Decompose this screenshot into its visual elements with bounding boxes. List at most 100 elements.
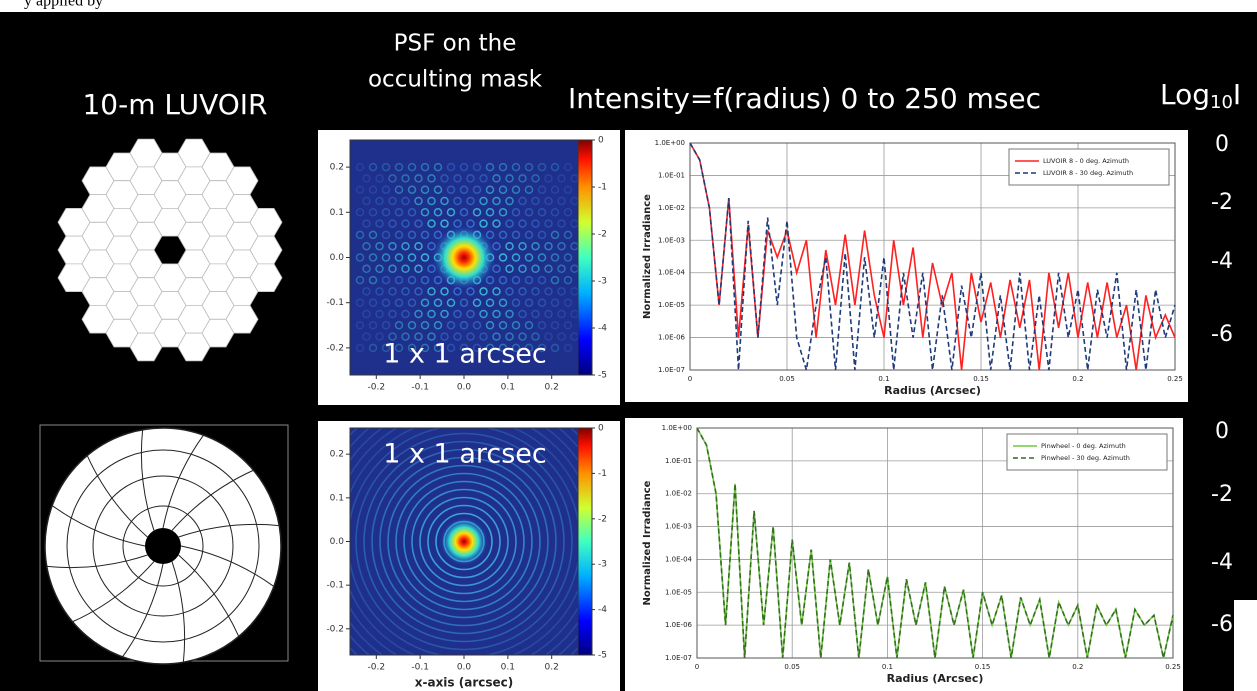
speckle	[498, 343, 508, 353]
ring	[403, 480, 525, 603]
speckle	[414, 332, 423, 341]
legend-box	[1008, 148, 1170, 186]
speckle	[505, 219, 514, 228]
speckle	[440, 332, 449, 341]
speckle	[401, 287, 410, 296]
speckle	[505, 264, 514, 274]
speckle	[524, 298, 534, 307]
y-tick-label: 1.0E-01	[665, 457, 692, 465]
speckle	[440, 287, 449, 296]
ring	[411, 488, 517, 595]
segment-seam	[46, 554, 148, 569]
speckle	[472, 162, 482, 172]
speckle	[570, 196, 578, 206]
ring	[419, 496, 509, 587]
y-tick-label: 1.0E-07	[658, 366, 685, 374]
speckle	[524, 208, 534, 217]
speckle	[563, 298, 573, 307]
x-axis-label: x-axis (arcsec)	[415, 676, 513, 690]
y-tick-label: 1.0E-05	[665, 588, 692, 596]
speckle	[362, 174, 371, 183]
speckle	[401, 264, 410, 274]
colorbar-tick-label: 0	[598, 136, 604, 146]
legend-label: LUVOIR 8 - 30 deg. Azimuth	[1043, 169, 1133, 177]
y-tick-label: 1.0E+00	[662, 424, 692, 432]
segment-seam	[140, 429, 155, 531]
speckle	[524, 253, 534, 262]
ring	[371, 448, 557, 635]
speckle	[557, 219, 566, 228]
speckle	[420, 275, 430, 285]
speckle	[557, 309, 566, 319]
speckle	[433, 185, 443, 194]
speckle	[557, 332, 566, 341]
speckle	[498, 185, 508, 194]
segment-seam	[51, 505, 146, 547]
speckle	[518, 309, 527, 319]
speckle	[388, 196, 397, 206]
segment-seam	[122, 563, 164, 658]
speckle	[492, 174, 501, 183]
speckle	[362, 241, 371, 251]
speckle	[524, 162, 534, 172]
speckle	[472, 185, 482, 194]
speckle	[505, 287, 514, 296]
speckle	[531, 332, 540, 341]
segment-seam	[178, 523, 280, 538]
x-tick-label: -0.2	[368, 383, 386, 393]
x-tick-label: 0.25	[1167, 375, 1183, 383]
speckle	[427, 309, 436, 319]
caption-fragment: y applied by	[24, 0, 103, 10]
speckle	[388, 264, 397, 274]
colorbar-tick-label: -3	[598, 277, 607, 287]
speckle	[544, 264, 553, 274]
speckle	[544, 241, 553, 251]
x-tick-label: 0.15	[973, 375, 989, 383]
speckle	[531, 174, 540, 183]
speckle	[563, 230, 573, 240]
speckle	[485, 185, 495, 194]
speckle	[544, 332, 553, 341]
speckle	[570, 219, 578, 228]
speckle	[362, 264, 371, 274]
ring	[363, 440, 565, 643]
speckle	[492, 332, 501, 341]
speckle	[498, 298, 508, 307]
speckle	[524, 185, 534, 194]
legend-label: LUVOIR 8 - 0 deg. Azimuth	[1043, 157, 1129, 165]
annotation: 1 x 1 arcsec	[383, 439, 547, 470]
ring	[395, 472, 533, 611]
speckle	[498, 321, 508, 330]
speckle	[557, 196, 566, 206]
speckle	[394, 298, 404, 307]
heatmap-panel: -0.2 -0.1 0.0 0.1 0.2 -0.2 -0.1 0.0 0.1 0.2 -5 -4 -3…	[318, 421, 620, 691]
speckle	[550, 185, 560, 194]
speckle	[570, 174, 578, 183]
speckle	[375, 219, 384, 228]
speckle	[427, 287, 436, 296]
speckle	[427, 332, 436, 341]
heading-part: I	[1233, 78, 1241, 111]
speckle	[362, 287, 371, 296]
speckle	[362, 332, 371, 341]
log-label: -4	[1211, 249, 1233, 274]
speckle	[472, 343, 482, 353]
speckle	[433, 162, 443, 172]
speckle	[518, 196, 527, 206]
speckle	[498, 275, 508, 285]
speckle	[557, 174, 566, 183]
speckle	[355, 321, 365, 330]
segment-seam	[178, 554, 240, 637]
speckle	[420, 162, 430, 172]
segment-seam	[72, 561, 155, 623]
speckle	[518, 174, 527, 183]
speckle	[479, 309, 488, 319]
speckle	[550, 162, 560, 172]
speckle	[446, 298, 456, 307]
x-tick-label: -0.1	[411, 383, 429, 393]
speckle	[524, 343, 534, 353]
speckle	[531, 264, 540, 274]
speckle	[479, 174, 488, 183]
speckle	[537, 185, 547, 194]
speckle	[563, 321, 573, 330]
